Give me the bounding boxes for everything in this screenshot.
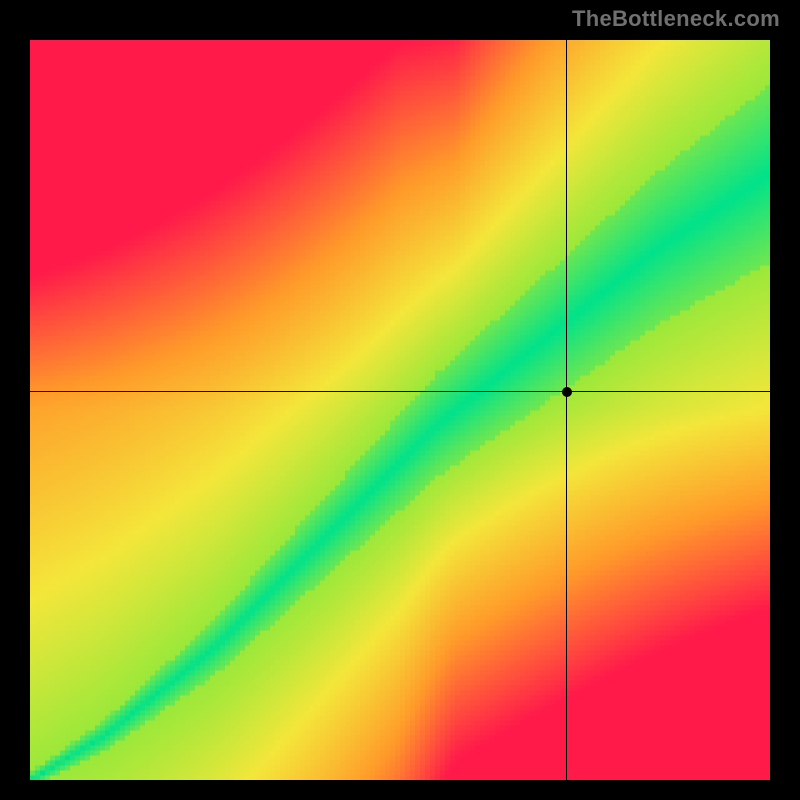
heatmap-canvas [30,40,770,780]
crosshair-marker [562,387,572,397]
crosshair-horizontal [30,391,770,392]
plot-area [30,40,770,780]
chart-container: TheBottleneck.com [0,0,800,800]
crosshair-vertical [566,40,567,780]
watermark-text: TheBottleneck.com [572,6,780,32]
